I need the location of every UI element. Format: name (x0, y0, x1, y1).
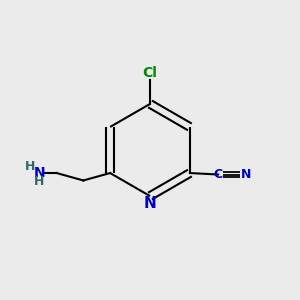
Text: Cl: Cl (142, 66, 158, 80)
Text: N: N (34, 166, 45, 180)
Text: N: N (144, 196, 156, 211)
Text: C: C (214, 168, 223, 181)
Text: H: H (25, 160, 36, 173)
Text: H: H (34, 175, 45, 188)
Text: N: N (241, 168, 251, 181)
